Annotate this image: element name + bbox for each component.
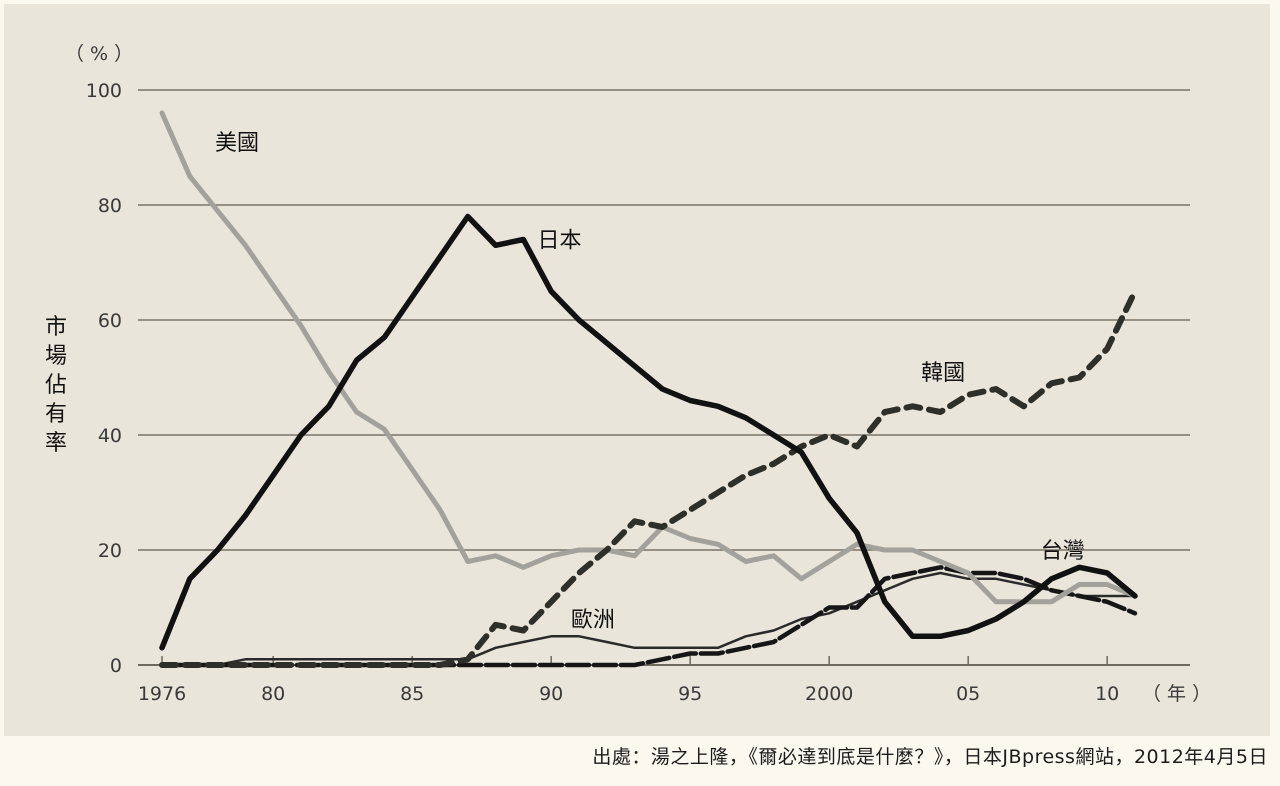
y-tick-label: 80 bbox=[98, 195, 122, 217]
y-unit-label: （ % ） bbox=[65, 43, 133, 65]
series-label: 台灣 bbox=[1041, 539, 1085, 564]
gridlines bbox=[138, 89, 1190, 666]
y-axis-title-char: 場 bbox=[45, 344, 67, 369]
series-label: 韓國 bbox=[921, 361, 965, 386]
series-label: 歐洲 bbox=[571, 608, 615, 633]
y-tick-label: 20 bbox=[98, 540, 122, 562]
series-label: 美國 bbox=[215, 131, 259, 156]
series-lines bbox=[159, 110, 1138, 668]
x-tick-label: 85 bbox=[400, 683, 424, 705]
x-tick-label: 1976 bbox=[138, 683, 186, 705]
y-tick-label: 100 bbox=[86, 80, 122, 102]
series-label: 日本 bbox=[538, 229, 582, 254]
y-axis-title-char: 率 bbox=[45, 431, 67, 456]
y-axis-ticks: 0 20 40 60 80 100 bbox=[86, 80, 122, 677]
x-tick-label: 05 bbox=[956, 683, 980, 705]
series-line-台灣 bbox=[159, 565, 1138, 668]
y-axis-title-char: 市 bbox=[45, 315, 67, 340]
x-tick-label: 2000 bbox=[805, 683, 853, 705]
y-tick-label: 0 bbox=[110, 655, 122, 677]
y-axis-title-char: 佔 bbox=[45, 373, 67, 398]
series-line-韓國 bbox=[159, 288, 1138, 668]
x-tick-label: 90 bbox=[539, 683, 563, 705]
y-tick-label: 40 bbox=[98, 425, 122, 447]
x-tick-label: 80 bbox=[261, 683, 285, 705]
market-share-line-chart: 0 20 40 60 80 100 1976 80 85 90 95 2000 05 10 美國日本韓國… bbox=[45, 43, 1211, 705]
y-tick-label: 60 bbox=[98, 310, 122, 332]
y-axis-title-char: 有 bbox=[45, 402, 67, 427]
x-tick-label: 95 bbox=[678, 683, 702, 705]
source-caption: 出處：湯之上隆，《爾必達到底是什麼？》，日本JBpress網站，2012年4月5… bbox=[592, 746, 1268, 768]
x-tick-label: 10 bbox=[1095, 683, 1119, 705]
series-line-日本 bbox=[159, 213, 1138, 651]
x-unit-label: （ 年 ） bbox=[1142, 683, 1211, 705]
series-line-美國 bbox=[159, 110, 1138, 605]
x-axis: 1976 80 85 90 95 2000 05 10 bbox=[138, 656, 1119, 705]
